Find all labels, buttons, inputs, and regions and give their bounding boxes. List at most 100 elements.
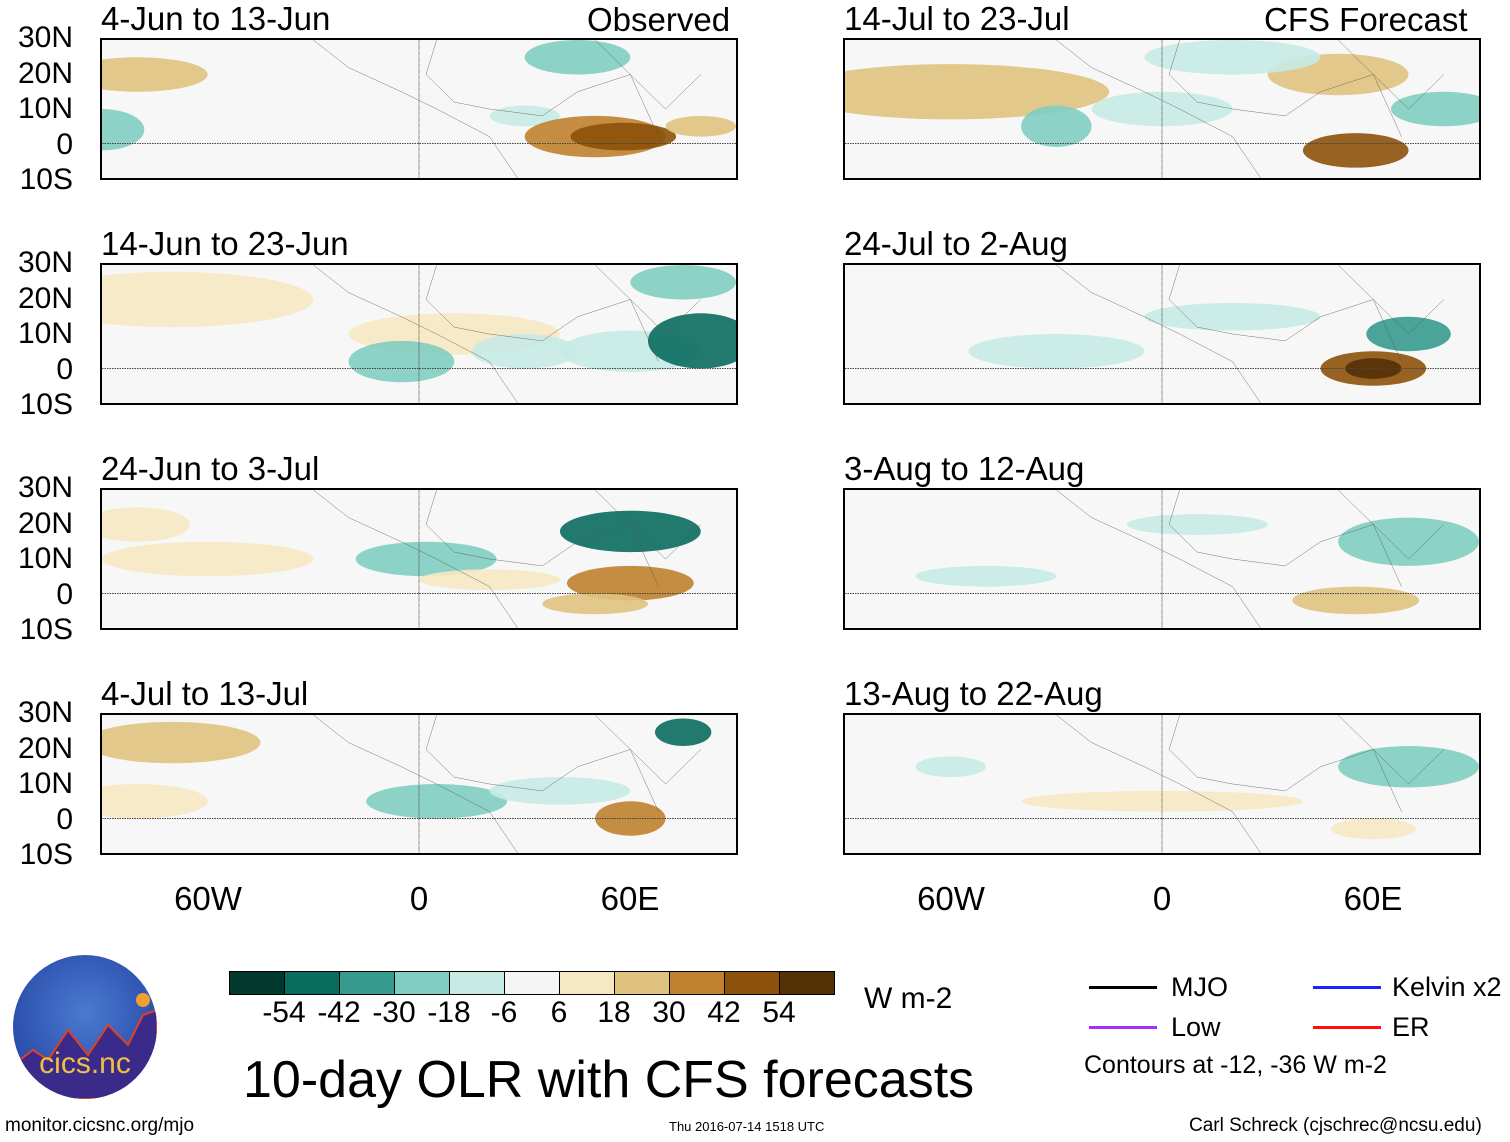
olr-map-panel xyxy=(100,488,738,630)
olr-anomaly xyxy=(1144,40,1321,75)
lat-label: 0 xyxy=(56,127,73,161)
colorbar-swatch xyxy=(615,972,670,994)
lat-label: 20N xyxy=(17,56,73,90)
olr-anomaly xyxy=(647,313,736,369)
olr-anomaly xyxy=(524,40,631,75)
lon-label: 60W xyxy=(917,880,985,917)
olr-map-panel xyxy=(100,38,738,180)
colorbar-label: -18 xyxy=(427,996,471,1029)
colorbar-label: 6 xyxy=(550,996,568,1029)
lat-label: 0 xyxy=(56,802,73,836)
legend-kelvin: Kelvin x2 xyxy=(1392,972,1502,1002)
colorbar-label: 18 xyxy=(597,996,631,1029)
olr-anomaly xyxy=(1302,133,1409,168)
olr-anomaly xyxy=(489,777,631,805)
olr-anomaly xyxy=(1021,105,1092,147)
olr-anomaly xyxy=(559,510,701,553)
lat-label: 10S xyxy=(19,163,73,196)
colorbar-swatch xyxy=(780,972,834,994)
olr-anomaly xyxy=(489,105,560,127)
olr-anomaly xyxy=(566,565,694,601)
colorbar-swatch xyxy=(285,972,340,994)
panel-title: 14-Jul to 23-Jul xyxy=(844,0,1070,37)
legend-mjo: MJO xyxy=(1171,972,1228,1002)
olr-anomaly xyxy=(845,64,1110,120)
panel-title: 24-Jul to 2-Aug xyxy=(844,225,1068,262)
lat-label: 10N xyxy=(17,92,73,125)
olr-anomaly xyxy=(1021,790,1303,812)
olr-anomaly xyxy=(915,756,986,778)
olr-anomaly xyxy=(102,57,208,92)
olr-anomaly xyxy=(102,507,191,542)
olr-map-panel xyxy=(100,263,738,405)
footer-url[interactable]: monitor.cicsnc.org/mjo xyxy=(5,1115,195,1136)
legend-low: Low xyxy=(1171,1012,1221,1042)
lat-label: 30N xyxy=(17,246,73,279)
lat-label: 0 xyxy=(56,352,73,386)
olr-anomaly xyxy=(102,109,145,151)
lon-label: 0 xyxy=(1152,880,1172,917)
panel-title: 4-Jun to 13-Jun xyxy=(101,0,331,37)
lat-label: 10S xyxy=(19,388,73,421)
colorbar-label: 42 xyxy=(707,996,741,1029)
colorbar-swatch xyxy=(395,972,450,994)
contour-note: Contours at -12, -36 W m-2 xyxy=(1084,1051,1387,1079)
olr-anomaly xyxy=(665,115,736,137)
olr-anomaly xyxy=(654,718,712,747)
olr-anomaly xyxy=(102,784,208,819)
lat-label: 20N xyxy=(17,281,73,315)
olr-anomaly xyxy=(1331,818,1416,840)
lon-label: 0 xyxy=(409,880,429,917)
lat-label: 10N xyxy=(17,542,73,575)
colorbar-label: 30 xyxy=(652,996,686,1029)
olr-map-panel xyxy=(843,38,1481,180)
panel-title: 14-Jun to 23-Jun xyxy=(101,225,349,262)
colorbar-swatch xyxy=(450,972,505,994)
olr-anomaly xyxy=(102,541,314,577)
lat-label: 10S xyxy=(19,838,73,871)
olr-anomaly xyxy=(570,122,677,151)
colorbar-label: -42 xyxy=(317,996,361,1029)
olr-anomaly xyxy=(1144,302,1321,331)
footer-author: Carl Schreck (cjschrec@ncsu.edu) xyxy=(1189,1115,1482,1136)
lat-label: 10S xyxy=(19,613,73,646)
colorbar-label: -6 xyxy=(490,996,518,1029)
colorbar-swatch xyxy=(505,972,560,994)
lat-label: 30N xyxy=(17,471,73,504)
colorbar-swatch xyxy=(230,972,285,994)
olr-anomaly xyxy=(348,340,455,383)
lon-label: 60E xyxy=(600,880,660,917)
lat-label: 0 xyxy=(56,577,73,611)
olr-anomaly xyxy=(968,334,1145,369)
colorbar-label: -54 xyxy=(262,996,306,1029)
olr-map-panel xyxy=(843,488,1481,630)
lat-label: 30N xyxy=(17,21,73,54)
colorbar-swatch xyxy=(340,972,395,994)
lat-label: 10N xyxy=(17,767,73,800)
legend-low-line xyxy=(1089,1026,1157,1029)
olr-anomaly xyxy=(915,565,1057,587)
lat-label: 30N xyxy=(17,696,73,729)
lat-label: 10N xyxy=(17,317,73,350)
legend-kelvin-line xyxy=(1313,986,1381,989)
colorbar-swatch xyxy=(560,972,615,994)
olr-anomaly xyxy=(419,569,560,591)
cics-logo: cics.nc xyxy=(13,955,157,1099)
panel-title: 4-Jul to 13-Jul xyxy=(101,675,309,712)
lon-label: 60W xyxy=(174,880,242,917)
legend-er-line xyxy=(1313,1026,1381,1029)
olr-map-panel xyxy=(100,713,738,855)
lat-label: 20N xyxy=(17,506,73,540)
panel-title: 13-Aug to 22-Aug xyxy=(844,675,1103,712)
colorbar xyxy=(229,971,835,995)
olr-anomaly xyxy=(1338,517,1479,566)
observed-label: Observed xyxy=(587,1,731,38)
olr-anomaly xyxy=(1292,586,1420,615)
olr-anomaly xyxy=(366,784,508,819)
lon-label: 60E xyxy=(1343,880,1403,917)
olr-map-panel xyxy=(843,713,1481,855)
olr-anomaly xyxy=(1338,746,1479,788)
panel-title: 3-Aug to 12-Aug xyxy=(844,450,1085,487)
olr-anomaly xyxy=(471,334,578,369)
